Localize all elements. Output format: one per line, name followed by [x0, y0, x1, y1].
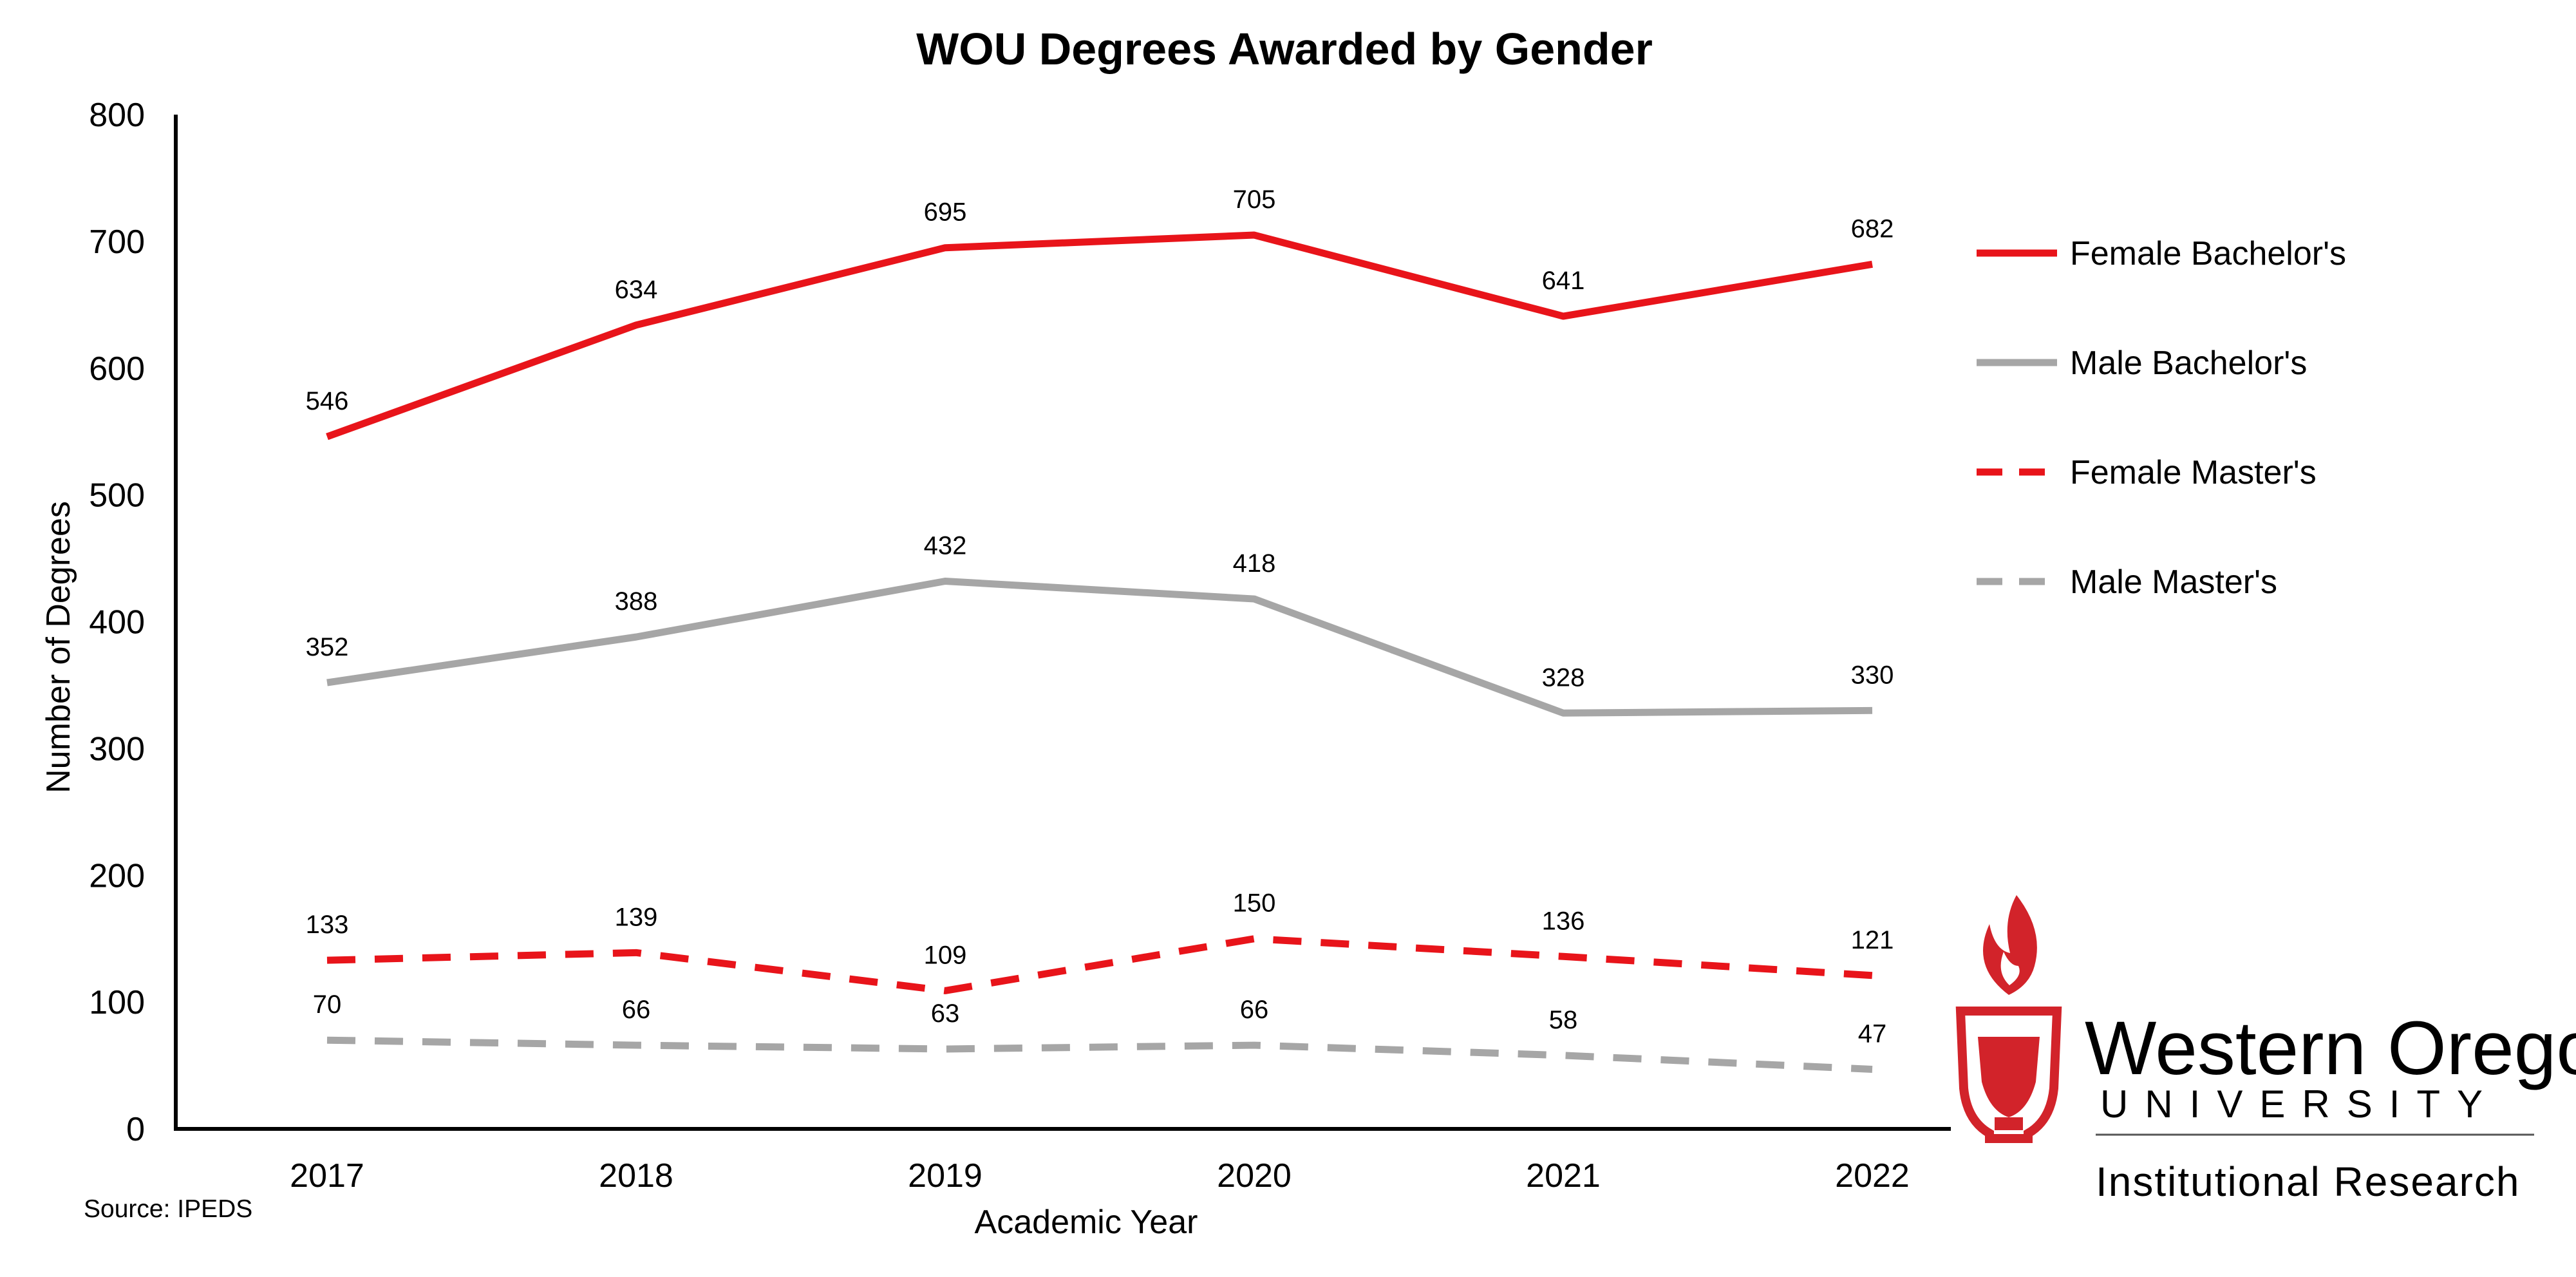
data-label: 47: [1858, 1019, 1887, 1048]
western-oregon-logo: Western Oregon UNIVERSITY Institutional …: [1955, 895, 2576, 1205]
data-label: 58: [1549, 1006, 1578, 1034]
data-label: 121: [1851, 926, 1894, 954]
y-tick-label: 500: [89, 477, 145, 515]
data-label: 641: [1542, 267, 1585, 295]
logo-subtitle: UNIVERSITY: [2100, 1083, 2499, 1126]
data-label: 109: [924, 941, 967, 969]
series-line-male-masters: [326, 1036, 1873, 1073]
y-tick-label: 400: [89, 604, 145, 641]
torch-icon: [1955, 895, 2062, 1143]
data-label: 133: [306, 911, 349, 939]
data-label: 388: [615, 587, 658, 616]
y-tick-label: 200: [89, 857, 145, 894]
logo-department: Institutional Research: [2096, 1159, 2520, 1205]
legend: Female Bachelor's Male Bachelor's Female M…: [1977, 235, 2346, 601]
x-tick-label: 2020: [1217, 1157, 1292, 1195]
series-line-male-bachelors: [326, 578, 1873, 717]
data-labels: 546 634 695 705 641 682 352 388 432 418 328 330 133 1…: [306, 185, 1894, 1048]
data-label: 682: [1851, 214, 1894, 243]
x-axis-title: Academic Year: [975, 1204, 1198, 1241]
data-label: 330: [1851, 661, 1894, 689]
source-note: Source: IPEDS: [84, 1195, 252, 1223]
y-tick-label: 700: [89, 223, 145, 261]
y-tick-label: 600: [89, 350, 145, 388]
x-tick-label: 2019: [908, 1157, 982, 1195]
x-tick-label: 2021: [1526, 1157, 1601, 1195]
data-label: 66: [622, 996, 651, 1024]
x-tick-label: 2022: [1835, 1157, 1910, 1195]
legend-item-female-bachelors: Female Bachelor's: [1977, 235, 2346, 272]
data-label: 63: [931, 999, 960, 1028]
y-axis-title: Number of Degrees: [40, 501, 77, 793]
data-label: 695: [924, 198, 967, 227]
data-label: 634: [615, 276, 658, 304]
series-line-female-bachelors: [326, 231, 1873, 440]
y-tick-label: 100: [89, 984, 145, 1021]
y-tick-label: 0: [126, 1111, 145, 1148]
data-label: 150: [1233, 889, 1276, 918]
data-label: 136: [1542, 907, 1585, 935]
series-lines: [326, 231, 1873, 1073]
data-label: 328: [1542, 663, 1585, 692]
y-tick-label: 300: [89, 730, 145, 768]
data-label: 70: [313, 990, 342, 1019]
y-tick-label: 800: [89, 97, 145, 134]
legend-label: Male Master's: [2070, 563, 2277, 601]
legend-label: Male Bachelor's: [2070, 345, 2307, 382]
legend-label: Female Master's: [2070, 454, 2317, 491]
data-label: 705: [1233, 185, 1276, 214]
series-line-female-masters: [326, 935, 1873, 994]
logo-name: Western Oregon: [2085, 1006, 2576, 1091]
chart-title: WOU Degrees Awarded by Gender: [916, 24, 1653, 74]
data-label: 546: [306, 387, 349, 415]
x-tick-label: 2017: [290, 1157, 364, 1195]
legend-label: Female Bachelor's: [2070, 235, 2346, 272]
data-label: 139: [615, 903, 658, 931]
x-tick-labels: 2017 2018 2019 2020 2021 2022: [290, 1157, 1910, 1195]
data-label: 432: [924, 532, 967, 560]
y-tick-labels: 0 100 200 300 400 500 600 700 800: [89, 97, 145, 1148]
legend-item-female-masters: Female Master's: [1977, 454, 2317, 491]
legend-item-male-masters: Male Master's: [1977, 563, 2277, 601]
x-tick-label: 2018: [599, 1157, 673, 1195]
data-label: 418: [1233, 549, 1276, 578]
legend-item-male-bachelors: Male Bachelor's: [1977, 345, 2307, 382]
data-label: 352: [306, 633, 349, 661]
data-label: 66: [1240, 996, 1269, 1024]
